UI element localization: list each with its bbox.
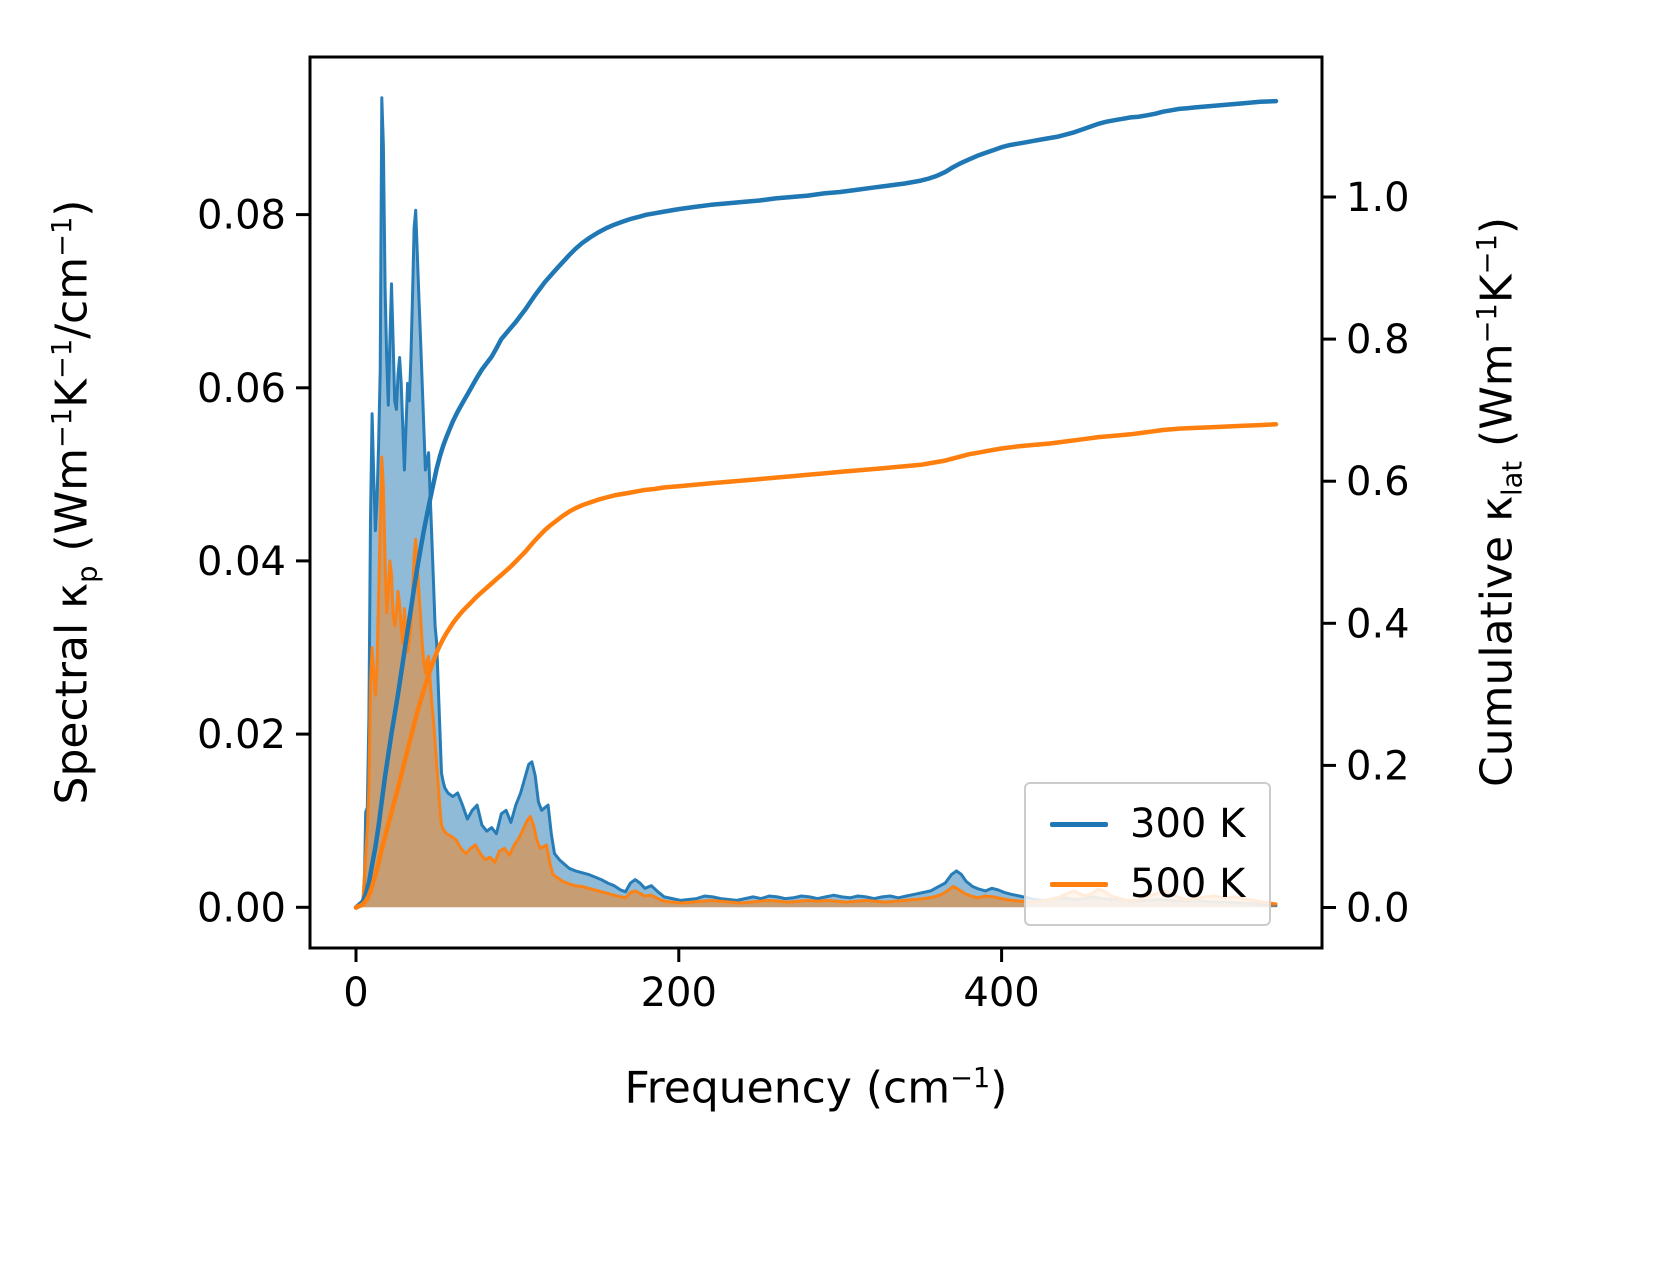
spectral-300K-edge xyxy=(354,96,1278,909)
y-left-tick-label: 0.02 xyxy=(197,712,286,758)
legend-entry: 300 K xyxy=(1050,798,1245,850)
legend-label: 500 K xyxy=(1130,861,1246,907)
x-axis-label: Frequency (cm−1) xyxy=(624,1062,1008,1114)
legend-line-swatch xyxy=(1050,821,1108,827)
legend-entry: 500 K xyxy=(1050,858,1245,910)
y-left-tick-label: 0.00 xyxy=(197,885,286,931)
y-axis-label-right: Cumulative κlat (Wm−1K−1) xyxy=(1471,216,1529,788)
y-left-tick-label: 0.04 xyxy=(197,539,286,585)
legend-label: 300 K xyxy=(1130,801,1246,847)
spectral-500K-fill xyxy=(356,457,1276,908)
axes-frame xyxy=(308,55,1324,950)
legend: 300 K 500 K xyxy=(1024,782,1272,926)
y-right-tick-label: 0.4 xyxy=(1346,601,1410,647)
y-right-tick-label: 0.2 xyxy=(1346,743,1410,789)
y-left-tick-label: 0.06 xyxy=(197,366,286,412)
y-right-tick-label: 0.6 xyxy=(1346,459,1410,505)
spectral-300K-fill xyxy=(356,97,1276,908)
legend-line-swatch xyxy=(1050,881,1108,887)
y-right-tick-label: 0.8 xyxy=(1346,317,1410,363)
x-tick-label: 200 xyxy=(641,970,717,1016)
y-right-tick-label: 0.0 xyxy=(1346,886,1410,932)
cumulative-300K-curve xyxy=(353,98,1279,910)
y-right-tick-label: 1.0 xyxy=(1346,175,1410,221)
cumulative-500K-curve xyxy=(353,422,1279,910)
y-axis-label-left: Spectral κp (Wm−1K−1/cm−1) xyxy=(46,199,104,805)
y-left-tick-label: 0.08 xyxy=(197,193,286,239)
x-tick-label: 0 xyxy=(343,970,368,1016)
x-tick-label: 400 xyxy=(963,970,1039,1016)
